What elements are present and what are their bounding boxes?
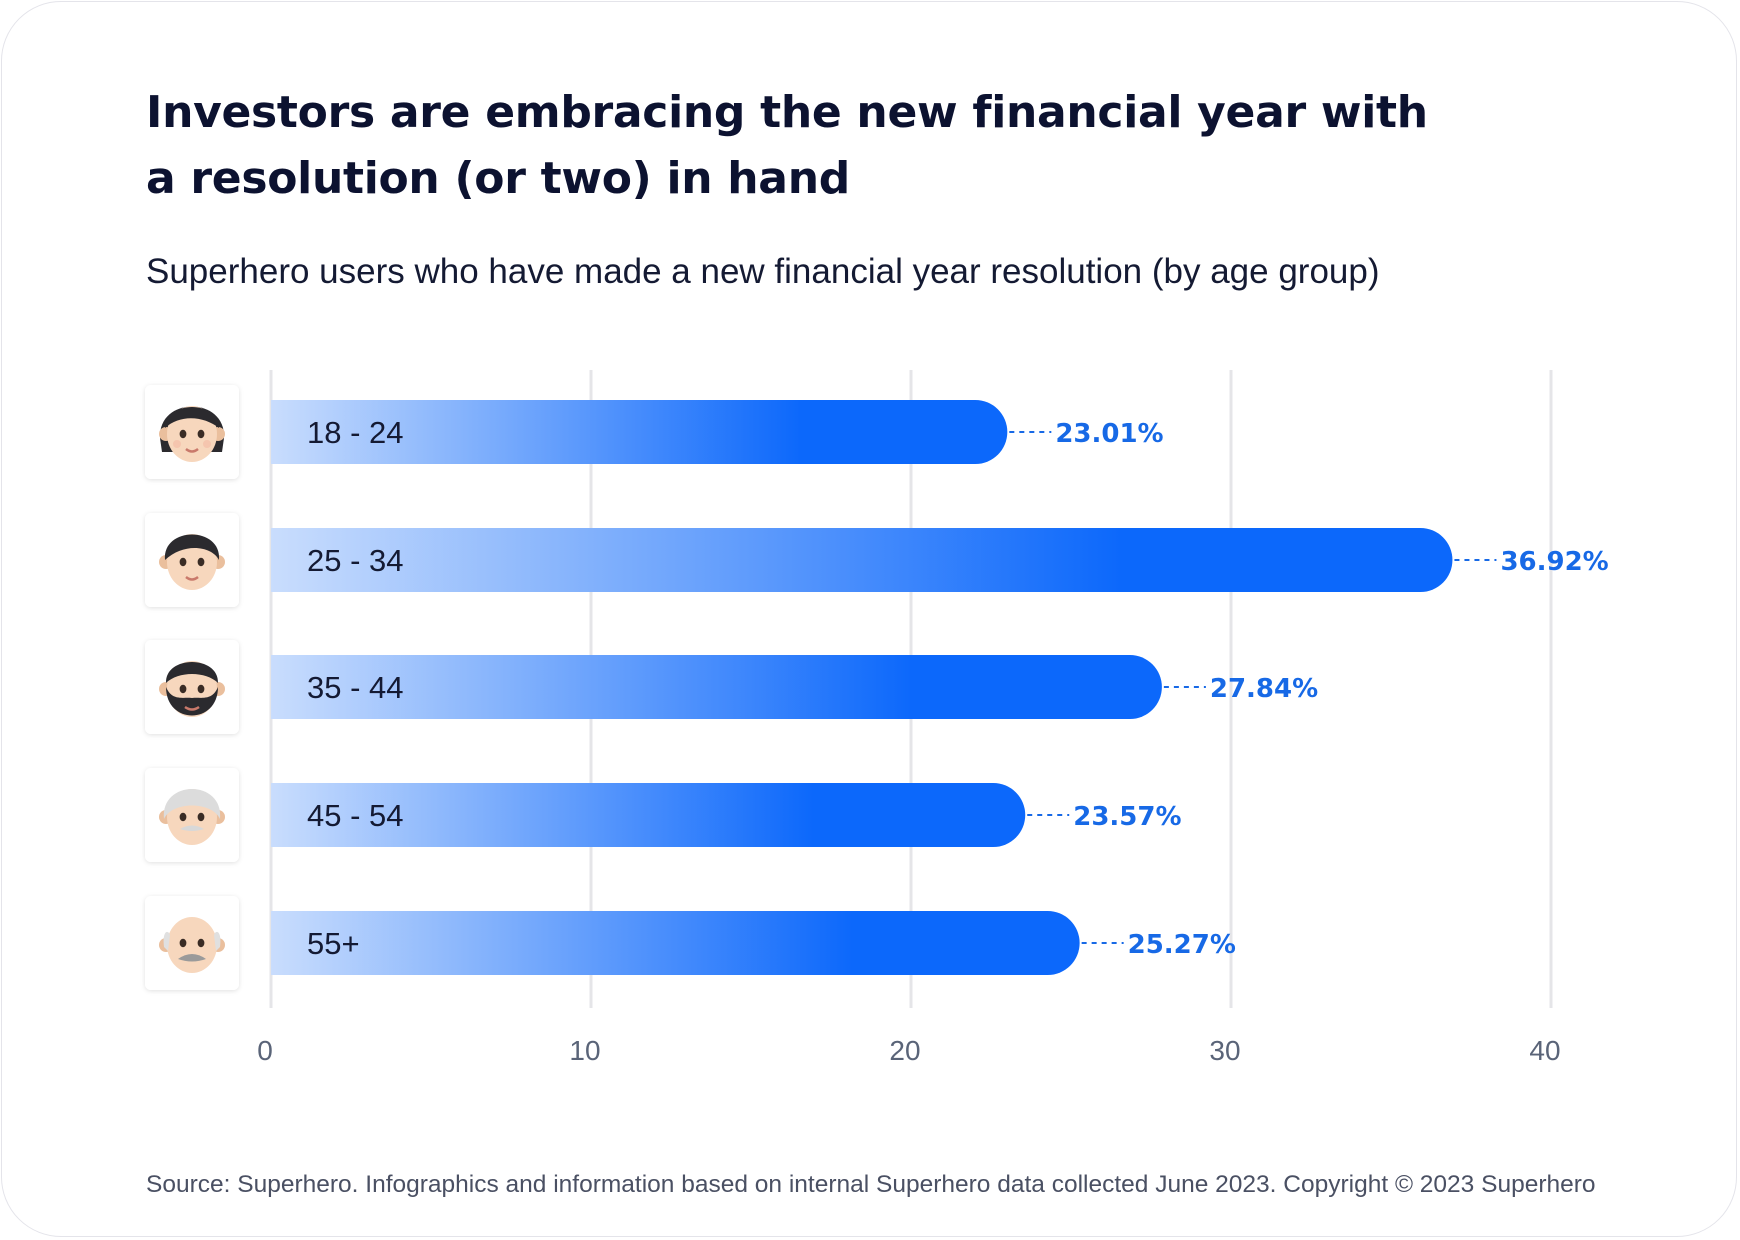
- value-label: 27.84%: [1210, 674, 1318, 704]
- category-label: 35 - 44: [307, 670, 404, 705]
- x-tick-label: 0: [257, 1035, 273, 1066]
- bar-25-34: [271, 528, 1453, 592]
- value-label: 25.27%: [1128, 930, 1236, 960]
- bar-45-54: [271, 783, 1026, 847]
- category-label: 25 - 34: [307, 543, 404, 578]
- chart-subtitle: Superhero users who have made a new fina…: [146, 252, 1380, 291]
- source-note: Source: Superhero. Infographics and info…: [146, 1171, 1596, 1198]
- value-label: 23.01%: [1055, 419, 1163, 449]
- young-person-face-icon: [145, 513, 239, 607]
- x-tick-label: 10: [569, 1035, 600, 1066]
- x-tick-label: 20: [889, 1035, 920, 1066]
- category-label: 55+: [307, 926, 360, 961]
- category-label: 45 - 54: [307, 798, 404, 833]
- child-face-icon: [145, 385, 239, 479]
- value-label: 23.57%: [1073, 802, 1181, 832]
- older-man-face-icon: [145, 896, 239, 990]
- bearded-man-face-icon: [145, 640, 239, 734]
- value-label: 36.92%: [1500, 547, 1608, 577]
- chart-title: Investors are embracing the new financia…: [146, 87, 1428, 204]
- x-tick-label: 30: [1209, 1035, 1240, 1066]
- bar-55+: [271, 911, 1080, 975]
- bar-35-44: [271, 655, 1162, 719]
- x-tick-label: 40: [1529, 1035, 1560, 1066]
- category-label: 18 - 24: [307, 415, 404, 450]
- bar-18-24: [271, 400, 1008, 464]
- grey-haired-man-face-icon: [145, 768, 239, 862]
